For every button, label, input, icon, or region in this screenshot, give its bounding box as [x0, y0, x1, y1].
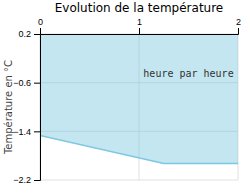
tick: 2 [236, 17, 241, 34]
tick-mark [34, 131, 40, 132]
tick-mark [34, 83, 40, 84]
tick: 0.2 [18, 29, 40, 39]
tick: 0 [38, 17, 43, 34]
tick-label: −1.4 [13, 127, 31, 137]
marks [40, 34, 238, 164]
area [40, 34, 238, 164]
tick-mark [139, 28, 140, 34]
axis-line [41, 28, 239, 35]
annotation: heure par heure [143, 68, 233, 79]
y-axis-title: Température en °C [3, 60, 14, 155]
tick-mark [34, 34, 40, 35]
axis-line [34, 35, 41, 181]
tick-mark [34, 180, 40, 181]
tick-label: 0 [38, 17, 43, 27]
grid [40, 34, 238, 180]
tick-mark [238, 28, 239, 34]
tick-label: 1 [137, 17, 142, 27]
tick-label: 2 [236, 17, 241, 27]
line [40, 136, 238, 164]
tick-mark [40, 28, 41, 34]
tick: −2.2 [13, 175, 40, 185]
tick: 1 [137, 17, 142, 34]
tick-label: 0.2 [18, 29, 31, 39]
tick: −0.6 [13, 78, 40, 88]
plot: 0 1 2 0.2 −0.6 −1.4 −2.2 heure par heure [13, 17, 241, 185]
x-axis: 0 1 2 [38, 17, 241, 35]
chart: 0 1 2 0.2 −0.6 −1.4 −2.2 heure par heure Evoluti… [0, 0, 250, 188]
tick: −1.4 [13, 127, 40, 137]
y-axis: 0.2 −0.6 −1.4 −2.2 [13, 29, 40, 185]
tick-label: −2.2 [13, 175, 31, 185]
title: Evolution de la température [55, 1, 224, 15]
tick-label: −0.6 [13, 78, 31, 88]
